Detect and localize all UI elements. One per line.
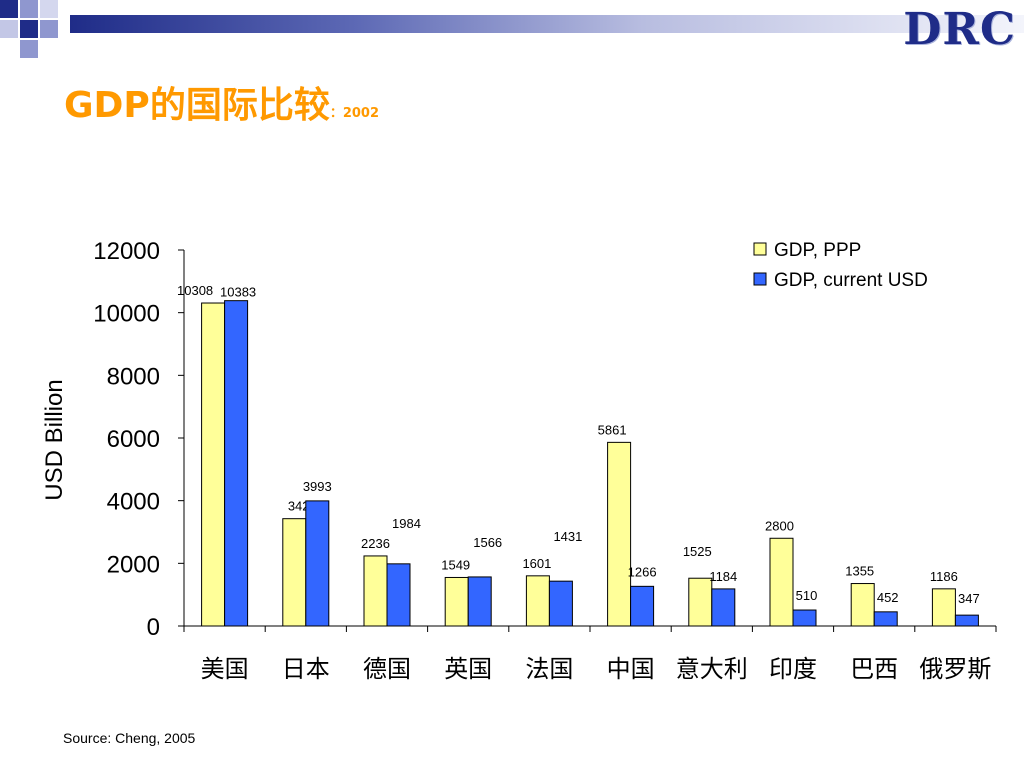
bar-usd bbox=[386, 563, 411, 627]
data-label-ppp: 1601 bbox=[522, 556, 551, 571]
data-label-usd: 347 bbox=[958, 591, 980, 606]
y-tick-label: 6000 bbox=[107, 426, 160, 453]
data-label-ppp: 1549 bbox=[441, 557, 470, 572]
legend-label-ppp: GDP, PPP bbox=[774, 240, 861, 261]
data-label-ppp: 2236 bbox=[361, 536, 390, 551]
bar-usd bbox=[630, 585, 655, 627]
x-category-label: 中国 bbox=[607, 655, 655, 683]
page-title: GDP的国际比较：2002 bbox=[64, 76, 379, 128]
bar-ppp bbox=[525, 575, 550, 627]
legend-swatch-usd bbox=[753, 272, 767, 286]
data-label-usd: 510 bbox=[796, 588, 818, 603]
bar-usd bbox=[224, 300, 249, 627]
title-year: ：2002 bbox=[329, 106, 380, 121]
data-label-usd: 1184 bbox=[709, 569, 737, 584]
x-category-label: 美国 bbox=[201, 655, 249, 683]
data-label-ppp: 10308 bbox=[177, 283, 213, 298]
data-label-usd: 1984 bbox=[392, 516, 421, 531]
data-label-ppp: 2800 bbox=[765, 518, 794, 533]
bar-usd bbox=[954, 614, 979, 627]
x-category-label: 巴西 bbox=[850, 655, 898, 683]
y-tick-label: 10000 bbox=[93, 301, 160, 328]
y-tick-label: 2000 bbox=[107, 551, 160, 578]
bar-ppp bbox=[850, 583, 875, 627]
data-label-ppp: 1525 bbox=[683, 544, 712, 559]
drc-logo: DRC bbox=[903, 4, 1016, 55]
x-category-label: 德国 bbox=[363, 655, 411, 683]
title-main: GDP的国际比较 bbox=[64, 85, 330, 126]
bar-usd bbox=[467, 576, 492, 627]
data-label-ppp: 1355 bbox=[845, 564, 874, 579]
bar-ppp bbox=[769, 537, 794, 627]
bar-ppp bbox=[201, 302, 226, 627]
legend-label-usd: GDP, current USD bbox=[774, 270, 928, 291]
data-label-ppp: 5861 bbox=[598, 422, 627, 437]
x-category-label: 日本 bbox=[282, 655, 330, 683]
y-tick-label: 0 bbox=[147, 614, 160, 641]
data-label-usd: 1566 bbox=[473, 535, 502, 550]
data-label-usd: 10383 bbox=[220, 285, 256, 300]
source-note: Source: Cheng, 2005 bbox=[63, 730, 196, 746]
data-label-ppp: 1186 bbox=[930, 569, 958, 584]
corner-squares-decoration bbox=[0, 0, 58, 58]
x-category-label: 法国 bbox=[525, 655, 573, 683]
y-axis-title: USD Billion bbox=[41, 379, 68, 500]
x-category-label: 意大利 bbox=[676, 655, 748, 683]
x-category-label: 印度 bbox=[769, 655, 817, 683]
data-label-usd: 1266 bbox=[628, 564, 657, 579]
data-label-usd: 452 bbox=[877, 590, 899, 605]
x-category-label: 英国 bbox=[444, 655, 492, 683]
data-label-usd: 3993 bbox=[303, 479, 332, 494]
bar-ppp bbox=[282, 518, 307, 627]
bar-ppp bbox=[931, 588, 956, 627]
bar-usd bbox=[305, 500, 330, 627]
header-gradient-bar bbox=[70, 15, 1024, 33]
bar-ppp bbox=[444, 576, 469, 627]
bar-usd bbox=[711, 588, 736, 627]
bar-usd bbox=[792, 609, 817, 627]
bar-usd bbox=[873, 611, 898, 627]
bar-ppp bbox=[607, 441, 632, 627]
y-tick-label: 8000 bbox=[107, 363, 160, 390]
legend-swatch-ppp bbox=[753, 242, 767, 256]
bar-ppp bbox=[363, 555, 388, 627]
x-category-label: 俄罗斯 bbox=[919, 655, 991, 683]
y-tick-label: 4000 bbox=[107, 489, 160, 516]
bar-ppp bbox=[688, 577, 713, 627]
data-label-usd: 1431 bbox=[553, 529, 582, 544]
y-tick-label: 12000 bbox=[93, 238, 160, 265]
bar-usd bbox=[548, 580, 573, 627]
